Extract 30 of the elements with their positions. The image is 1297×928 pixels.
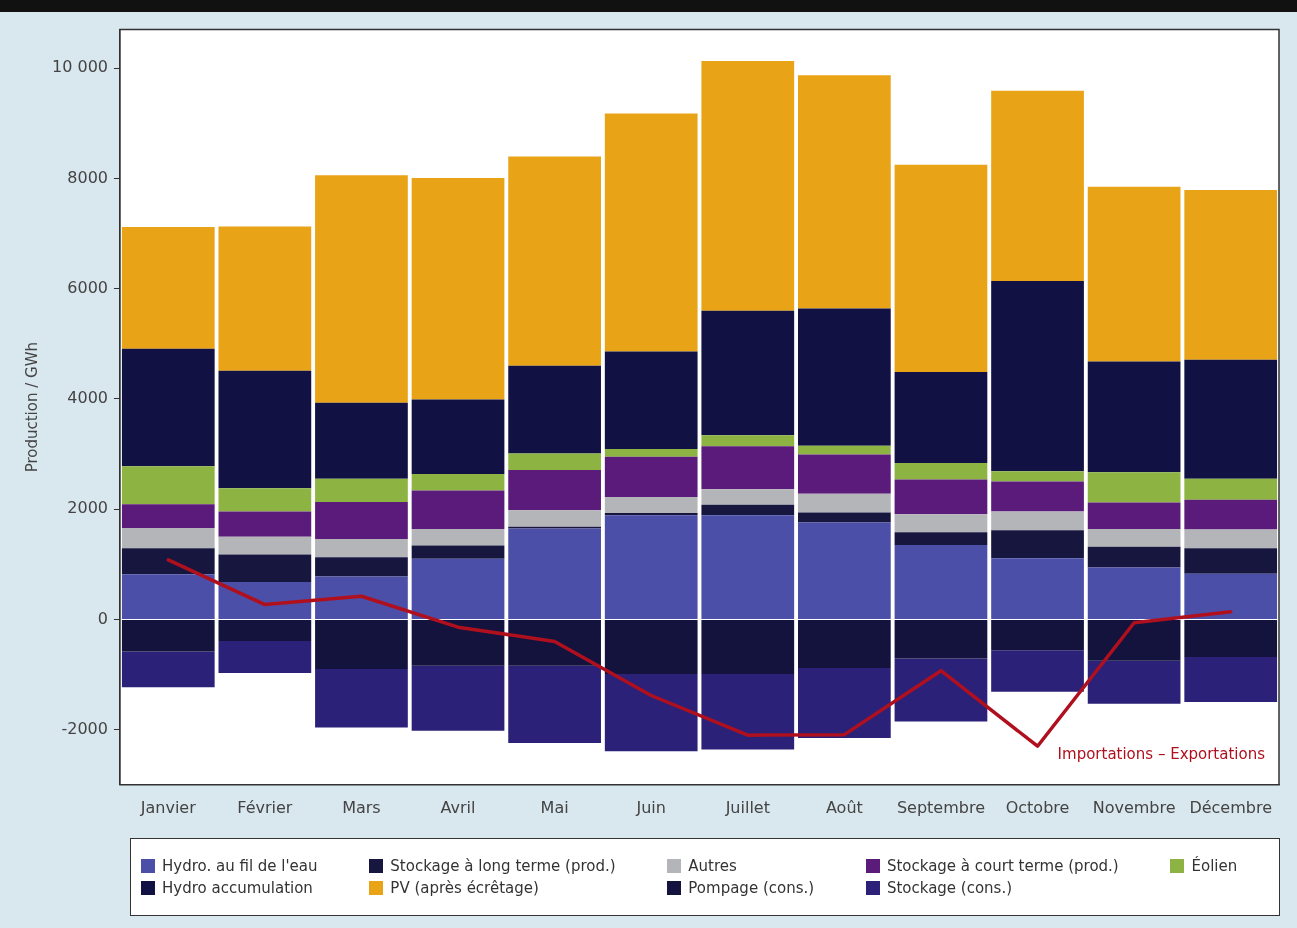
legend-label: PV (après écrêtage) [390,879,539,897]
x-tick-label: Août [825,797,863,817]
x-tick-label: Juin [635,797,666,817]
legend-label: Stockage à long terme (prod.) [390,857,616,875]
legend-label: Hydro. au fil de l'eau [162,857,318,875]
y-tick-label: 6000 [67,277,108,297]
y-tick-label: 0 [97,608,108,628]
x-tick-label: Avril [440,797,476,817]
legend-label: Éolien [1191,857,1238,875]
legend-label: Autres [688,857,737,875]
x-tick-label: Février [237,797,293,817]
y-tick-label: 4000 [67,388,108,408]
x-tick-label: Mai [540,797,569,817]
x-tick-label: Septembre [896,797,985,817]
y-tick-label: 10 000 [52,57,108,77]
y-tick-label: 8000 [67,167,108,187]
y-axis-title: Production / GWh [22,342,41,473]
y-tick-label: 2000 [67,498,108,518]
legend-label: Pompage (cons.) [688,879,815,897]
legend-label: Stockage à court terme (prod.) [886,857,1119,875]
series-label: Importations – Exportations [1057,745,1266,764]
x-tick-label: Décembre [1189,797,1273,817]
legend-label: Hydro accumulation [162,879,313,897]
x-tick-label: Octobre [1005,797,1070,817]
x-tick-label: Janvier [139,797,197,817]
x-tick-label: Mars [342,797,381,817]
x-tick-label: Novembre [1092,797,1176,817]
x-tick-label: Juillet [724,797,770,817]
legend-label: Stockage (cons.) [886,879,1013,897]
y-tick-label: -2000 [61,718,108,738]
